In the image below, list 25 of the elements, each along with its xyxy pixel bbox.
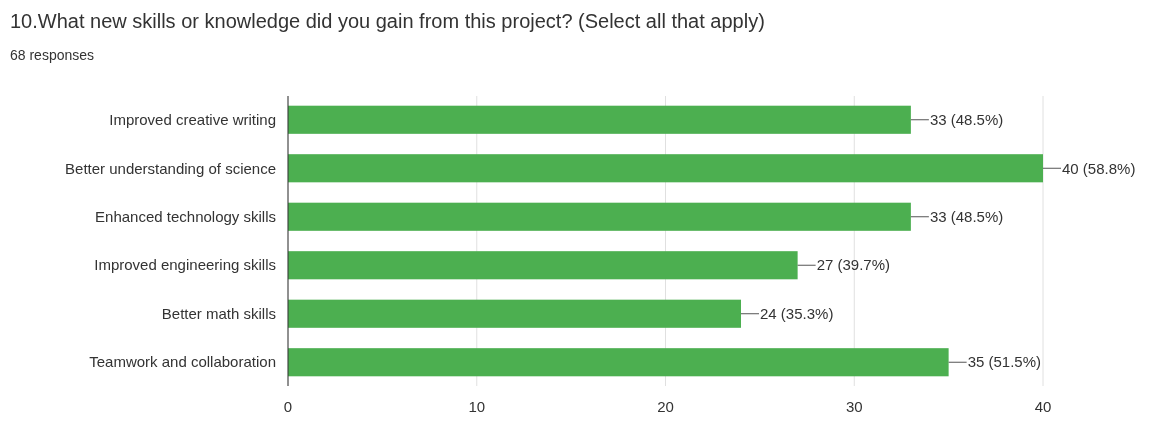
x-tick-label: 0 xyxy=(283,398,293,415)
bar xyxy=(288,154,1043,183)
data-label: 40 (58.8%) xyxy=(1062,159,1136,177)
x-tick-label: 10 xyxy=(468,398,486,415)
text: 68 responses xyxy=(10,47,95,63)
y-tick-label: Enhanced technology skills xyxy=(95,208,276,225)
y-tick-label: Better math skills xyxy=(161,304,276,322)
x-tick-label: 30 xyxy=(845,398,863,415)
data-label: 33 (48.5%) xyxy=(929,208,1004,225)
x-tick-label: 20 xyxy=(657,398,674,415)
y-tick-label: Improved creative writing xyxy=(109,111,276,129)
bar xyxy=(288,105,911,134)
bar xyxy=(288,348,949,377)
y-tick-label: Teamwork and collaboration xyxy=(89,353,276,371)
x-tick-label: 40 xyxy=(1034,398,1052,415)
data-label: 33 (48.5%) xyxy=(929,111,1004,129)
bar xyxy=(288,299,741,328)
chart-title: 10.What new skills or knowledge did you gain from this project? (Select all that apply) xyxy=(10,10,765,32)
bar xyxy=(288,202,911,231)
bar xyxy=(288,251,798,280)
data-label: 27 (39.7%) xyxy=(816,256,890,274)
y-tick-label: Better understanding of science xyxy=(65,159,276,177)
data-label: 35 (51.5%) xyxy=(967,353,1041,371)
y-tick-label: Improved engineering skills xyxy=(94,256,276,274)
data-label: 24 (35.3%) xyxy=(760,304,834,322)
